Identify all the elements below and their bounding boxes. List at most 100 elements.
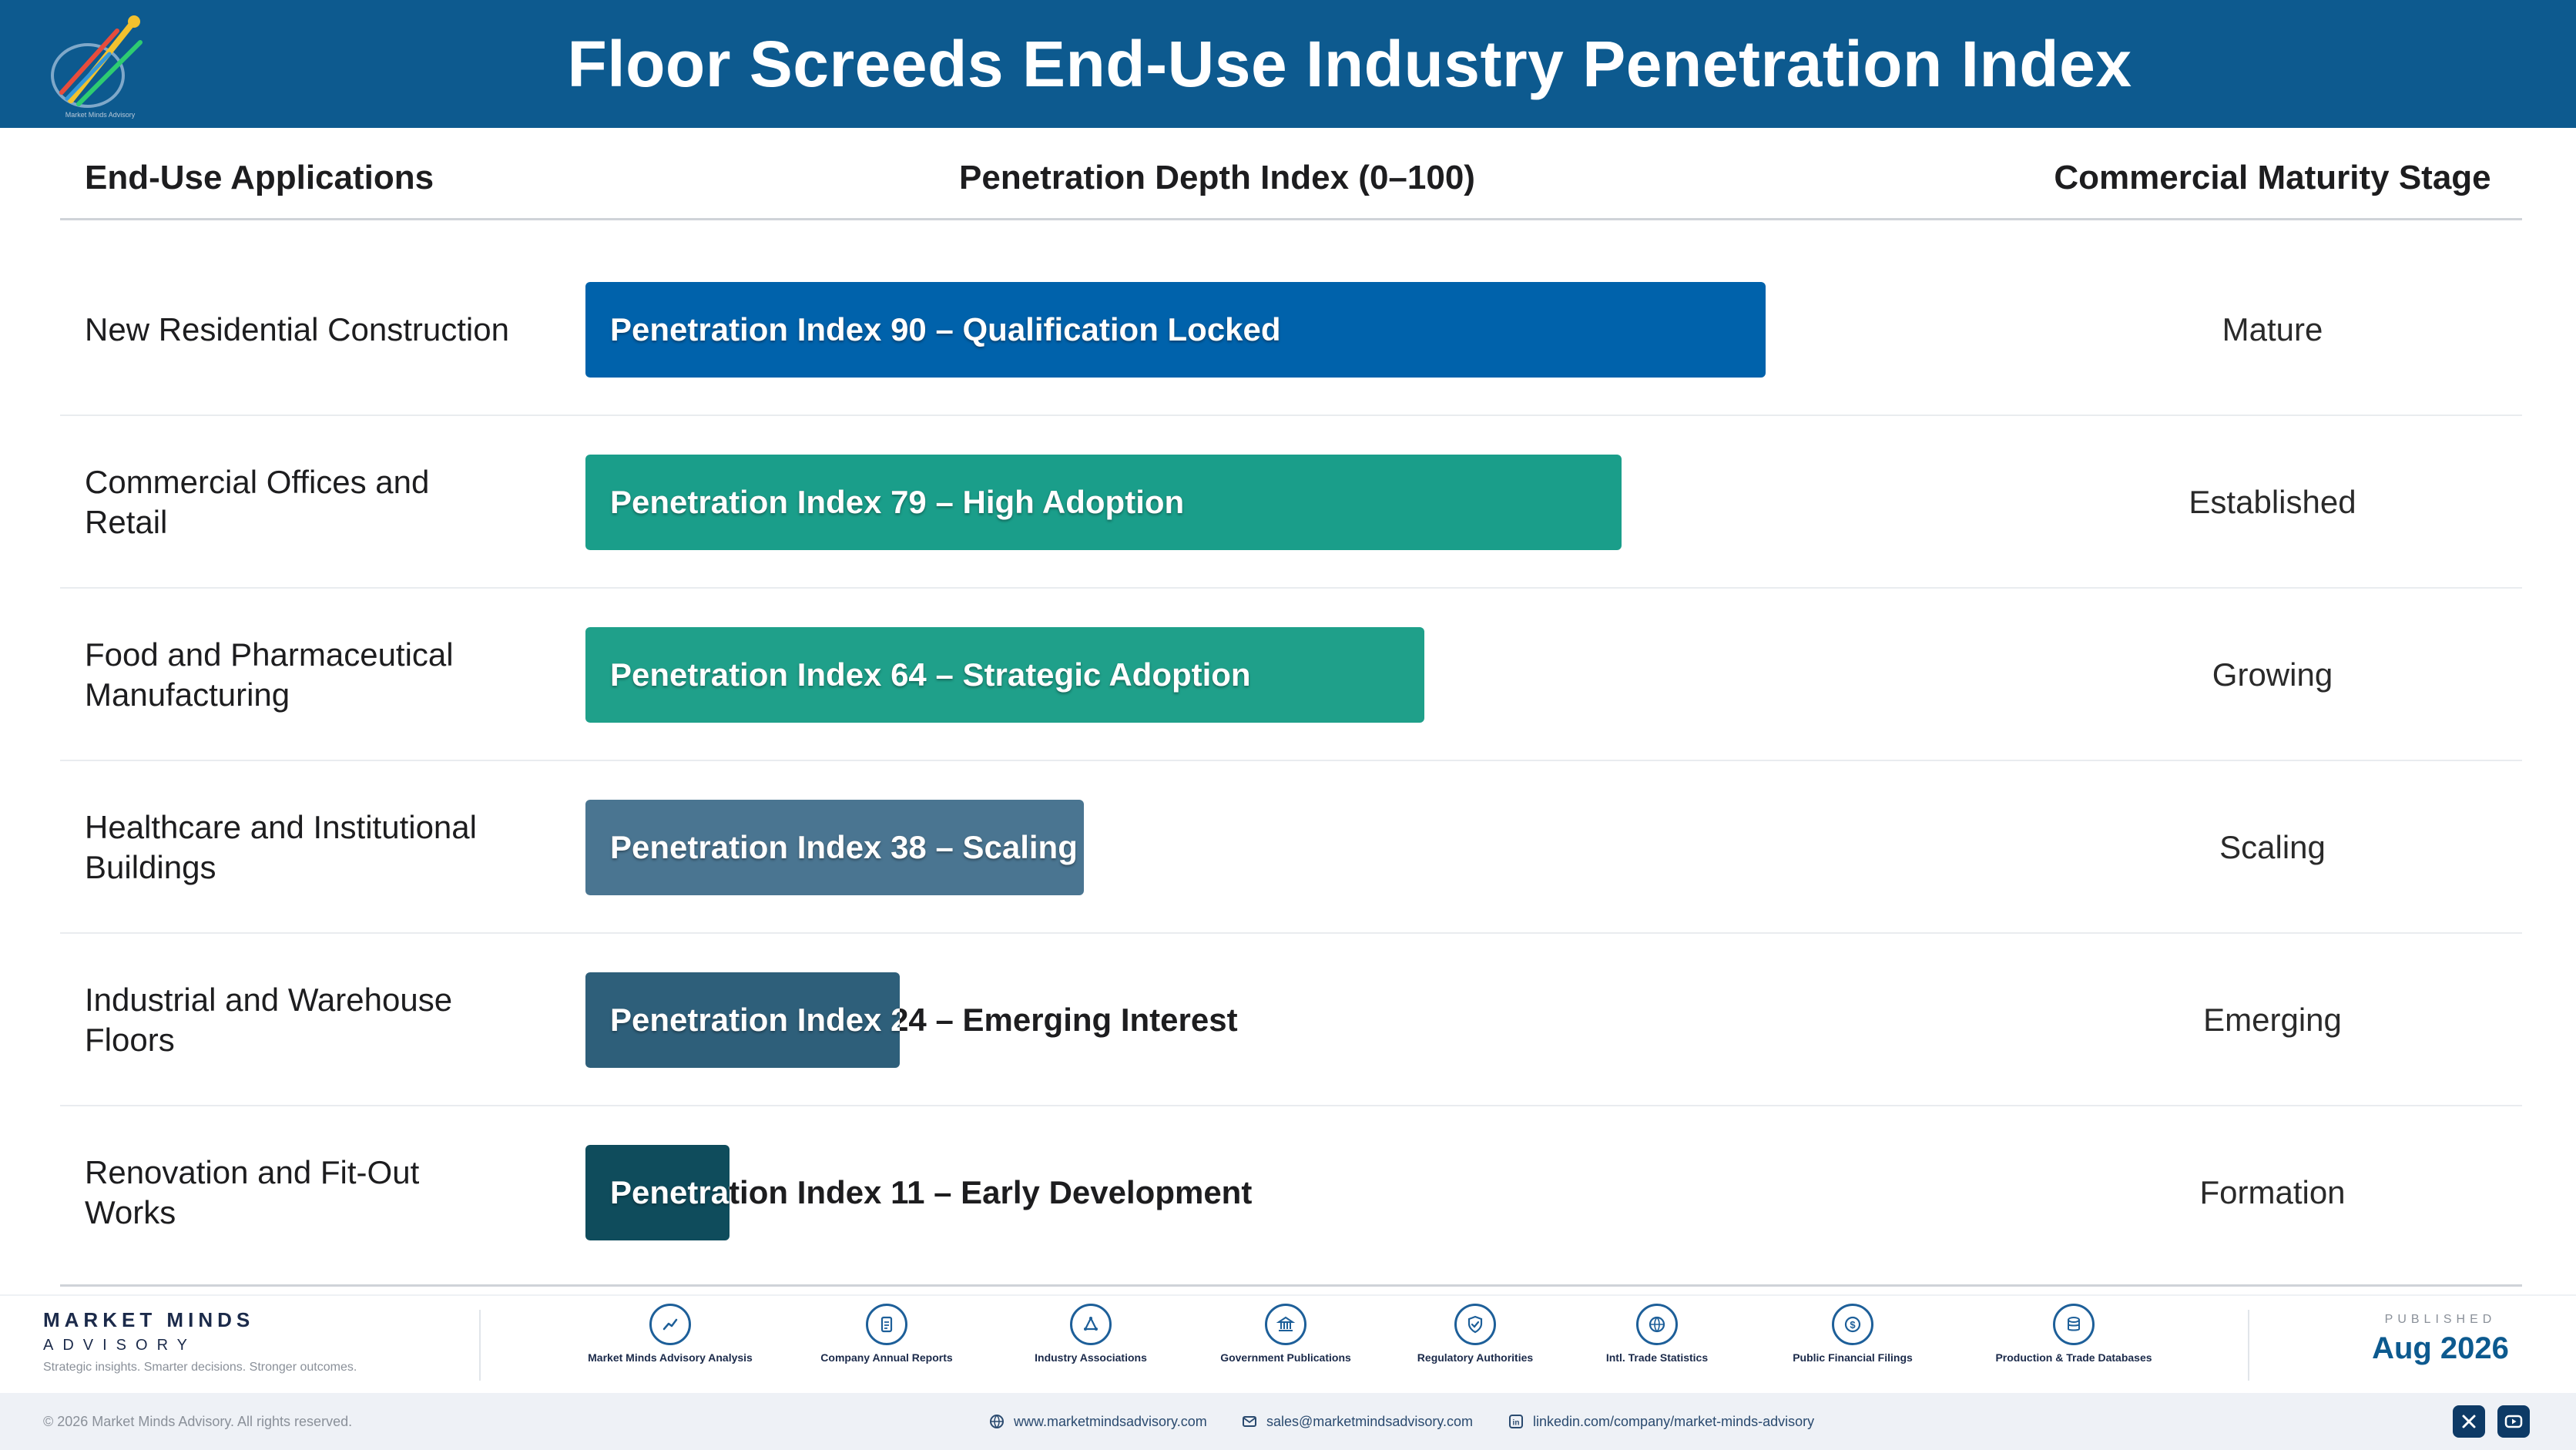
source-label: Industry Associations bbox=[1035, 1351, 1147, 1364]
application-label: Commercial Offices and Retail bbox=[85, 464, 430, 540]
bar-label-clip: Penetration Index 79 – High Adoption bbox=[585, 455, 1622, 550]
source-item: Market Minds Advisory Analysis bbox=[582, 1304, 759, 1364]
document-icon bbox=[866, 1304, 907, 1345]
bar-data-label: Penetration Index 64 – Strategic Adoptio… bbox=[610, 656, 1251, 693]
header-banner: Market Minds Advisory Floor Screeds End-… bbox=[0, 0, 2576, 128]
bar-track: Penetration Index 38 – Scaling Penetratio… bbox=[585, 800, 1897, 895]
bar-track: Penetration Index 79 – High Adoption Pene… bbox=[585, 455, 1897, 550]
published-block: PUBLISHED Aug 2026 bbox=[2348, 1313, 2533, 1366]
linkedin-link[interactable]: in linkedin.com/company/market-minds-adv… bbox=[1508, 1393, 1814, 1450]
penetration-bar bbox=[585, 800, 1084, 895]
source-item: Industry Associations bbox=[1002, 1304, 1179, 1364]
youtube-social-button[interactable] bbox=[2497, 1405, 2530, 1438]
chart-row: Industrial and Warehouse Floors Penetrati… bbox=[60, 934, 2522, 1106]
source-item: Regulatory Authorities bbox=[1387, 1304, 1564, 1364]
chart-row: Food and Pharmaceutical Manufacturing Pen… bbox=[60, 589, 2522, 761]
bar-track: Penetration Index 90 – Qualification Loc… bbox=[585, 282, 1897, 378]
row-divider bbox=[60, 932, 2522, 934]
chart-row: Commercial Offices and Retail Penetration… bbox=[60, 416, 2522, 589]
bar-data-label: Penetration Index 90 – Qualification Loc… bbox=[610, 311, 1281, 347]
published-date: Aug 2026 bbox=[2372, 1331, 2509, 1365]
source-item: Company Annual Reports bbox=[798, 1304, 975, 1364]
government-building-icon bbox=[1265, 1304, 1306, 1345]
penetration-bar bbox=[585, 972, 900, 1068]
bar-data-label: Penetration Index 11 – Early Development bbox=[610, 1174, 1253, 1210]
shield-check-icon bbox=[1454, 1304, 1496, 1345]
published-label: PUBLISHED bbox=[2384, 1313, 2497, 1326]
website-link[interactable]: www.marketmindsadvisory.com bbox=[989, 1393, 1207, 1450]
bar-label-clip: Penetration Index 90 – Qualification Loc… bbox=[585, 282, 1766, 378]
application-label: Industrial and Warehouse Floors bbox=[85, 982, 453, 1058]
email-link[interactable]: sales@marketmindsadvisory.com bbox=[1242, 1393, 1473, 1450]
youtube-icon bbox=[2504, 1415, 2523, 1428]
website-text: www.marketmindsadvisory.com bbox=[1014, 1414, 1207, 1429]
table-bottom-divider bbox=[60, 1284, 2522, 1287]
bar-label-clip: Penetration Index 38 – Scaling bbox=[585, 800, 1084, 895]
dollar-coin-icon: $ bbox=[1832, 1304, 1873, 1345]
penetration-bar bbox=[585, 1145, 730, 1240]
bar-data-label-inner: Penetration Index 79 – High Adoption bbox=[610, 484, 1185, 520]
penetration-bar bbox=[585, 627, 1424, 723]
column-header-depth: Penetration Depth Index (0–100) bbox=[959, 159, 1475, 196]
row-divider bbox=[60, 587, 2522, 589]
source-item: $ Public Financial Filings bbox=[1764, 1304, 1941, 1364]
source-label: Market Minds Advisory Analysis bbox=[588, 1351, 753, 1364]
svg-text:Market Minds Advisory: Market Minds Advisory bbox=[65, 111, 136, 119]
bar-track: Penetration Index 11 – Early Development… bbox=[585, 1145, 1897, 1240]
footer-brand: MARKET MINDS ADVISORY Strategic insights… bbox=[43, 1308, 357, 1374]
application-label: Food and Pharmaceutical Manufacturing bbox=[85, 636, 454, 713]
column-header-applications: End-Use Applications bbox=[85, 159, 434, 196]
penetration-bar bbox=[585, 455, 1622, 550]
bar-data-label-inner: Penetration Index 90 – Qualification Loc… bbox=[610, 311, 1281, 347]
maturity-stage: Formation bbox=[2199, 1174, 2346, 1210]
source-item: Government Publications bbox=[1197, 1304, 1374, 1364]
source-label: Intl. Trade Statistics bbox=[1605, 1351, 1709, 1364]
source-label: Public Financial Filings bbox=[1793, 1351, 1913, 1364]
penetration-bar bbox=[585, 282, 1766, 378]
bar-data-label-inner: Penetration Index 64 – Strategic Adoptio… bbox=[610, 656, 1251, 693]
chart-row: New Residential Construction Penetration … bbox=[60, 243, 2522, 416]
bar-data-label-inner: Penetration Index 11 – Early Development bbox=[610, 1174, 730, 1210]
network-icon bbox=[1070, 1304, 1112, 1345]
database-icon bbox=[2053, 1304, 2095, 1345]
maturity-stage: Mature bbox=[2222, 311, 2323, 347]
x-icon bbox=[2462, 1415, 2476, 1428]
bar-track: Penetration Index 24 – Emerging Interest… bbox=[585, 972, 1897, 1068]
source-item: Intl. Trade Statistics bbox=[1568, 1304, 1746, 1364]
source-label: Regulatory Authorities bbox=[1417, 1351, 1534, 1364]
application-label: Healthcare and Institutional Buildings bbox=[85, 809, 477, 885]
email-text: sales@marketmindsadvisory.com bbox=[1266, 1414, 1474, 1429]
bar-data-label: Penetration Index 24 – Emerging Interest bbox=[610, 1002, 1238, 1038]
footer: MARKET MINDS ADVISORY Strategic insights… bbox=[0, 1294, 2576, 1393]
bar-data-label: Penetration Index 79 – High Adoption bbox=[610, 484, 1185, 520]
rocket-logo-icon: Market Minds Advisory bbox=[40, 8, 156, 123]
source-label: Production & Trade Databases bbox=[1995, 1351, 2152, 1364]
footer-divider bbox=[479, 1310, 481, 1381]
svg-text:$: $ bbox=[1850, 1319, 1856, 1331]
chart-row: Renovation and Fit-Out Works Penetration … bbox=[60, 1106, 2522, 1279]
bar-data-label-inner: Penetration Index 38 – Scaling bbox=[610, 829, 1078, 865]
row-divider bbox=[60, 415, 2522, 416]
linkedin-icon: in bbox=[1509, 1415, 1523, 1428]
column-header-stage: Commercial Maturity Stage bbox=[2054, 159, 2491, 196]
trend-chart-icon bbox=[649, 1304, 691, 1345]
maturity-stage: Growing bbox=[2212, 656, 2333, 693]
source-label: Company Annual Reports bbox=[820, 1351, 953, 1364]
svg-text:in: in bbox=[1513, 1419, 1520, 1428]
maturity-stage: Scaling bbox=[2219, 829, 2326, 865]
bar-label-clip: Penetration Index 11 – Early Development bbox=[585, 1145, 730, 1240]
page-title: Floor Screeds End-Use Industry Penetrati… bbox=[567, 28, 2132, 100]
subfooter: © 2026 Market Minds Advisory. All rights… bbox=[0, 1393, 2576, 1450]
x-social-button[interactable] bbox=[2453, 1405, 2485, 1438]
bar-label-clip: Penetration Index 64 – Strategic Adoptio… bbox=[585, 627, 1424, 723]
brand-name: MARKET MINDS bbox=[43, 1308, 255, 1331]
chart-row: Healthcare and Institutional Buildings Pe… bbox=[60, 761, 2522, 934]
application-label: New Residential Construction bbox=[85, 311, 509, 347]
footer-divider bbox=[2248, 1310, 2249, 1381]
brand-tagline: Strategic insights. Smarter decisions. S… bbox=[43, 1361, 357, 1374]
source-label: Government Publications bbox=[1220, 1351, 1351, 1364]
globe-icon bbox=[1636, 1304, 1678, 1345]
row-divider bbox=[60, 1105, 2522, 1106]
header-divider bbox=[60, 218, 2522, 220]
bar-data-label: Penetration Index 38 – Scaling bbox=[610, 829, 1078, 865]
